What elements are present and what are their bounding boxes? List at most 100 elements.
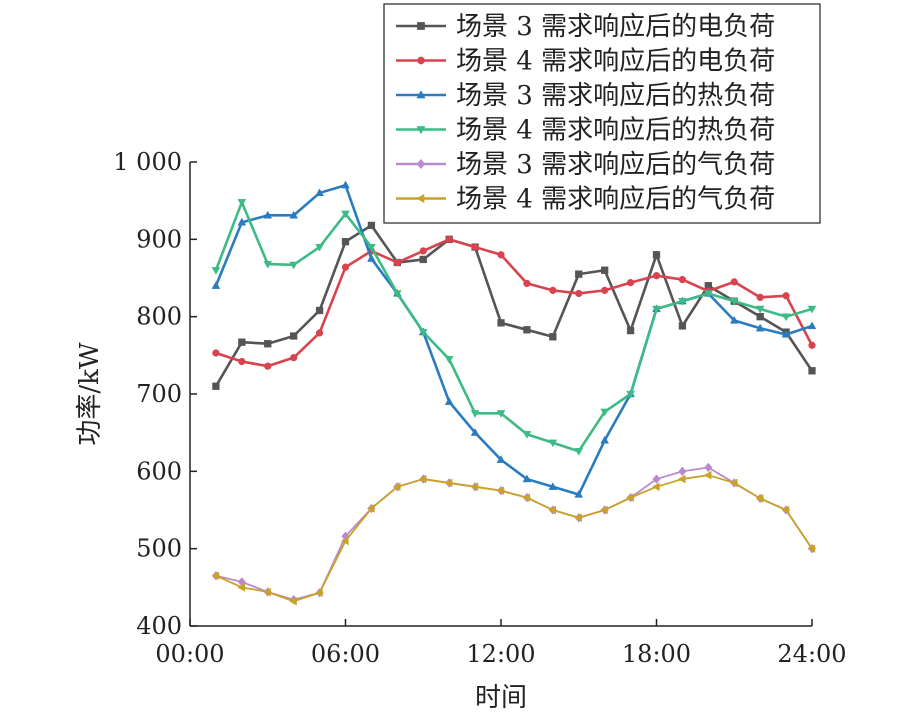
series-3-point-1 [211,281,221,289]
series-6-point-3 [263,587,271,597]
x-axis-ticks: 00:00 06:00 12:00 18:00 24:00 [155,619,847,668]
series-3-point-14 [548,482,558,490]
series-4-point-9 [418,328,428,337]
series-1-point-5 [315,306,324,315]
series-2-point-2 [238,357,246,366]
series-3-point-12 [496,455,506,463]
y-tick-label-700: 700 [136,380,182,408]
series-6-point-10 [444,478,453,488]
x-tick-label-18: 18:00 [622,640,691,668]
series-6-point-23 [781,505,790,515]
y-axis-ticks: 400 500 600 700 800 900 1 000 [113,148,197,640]
legend-marker-4 [416,126,426,135]
series-3 [211,180,817,498]
series-3-point-13 [522,474,532,483]
series-4-point-8 [392,290,402,299]
y-tick-label-900: 900 [136,225,182,253]
series-6-point-7 [366,504,375,513]
series-6-line [215,474,813,603]
series-6-point-9 [418,474,427,484]
series-4-point-5 [315,243,324,252]
series-6-point-19 [677,474,686,484]
series-1-point-18 [652,251,661,259]
x-tick-label-0: 00:00 [155,640,224,668]
legend-label-5: 场景 3 需求响应后的气负荷 [456,150,775,180]
legend-label-4: 场景 4 需求响应后的热负荷 [456,116,775,146]
series-4-point-13 [522,431,532,439]
series-1-point-16 [601,266,609,274]
series-5 [211,462,817,605]
series-4-point-4 [289,261,299,270]
series-4-point-10 [444,356,454,364]
series-5-point-19 [678,466,687,477]
series-4-point-2 [237,199,247,207]
series-3-point-7 [367,254,376,262]
series-6-point-16 [600,505,608,515]
series-3-point-15 [574,489,584,498]
series-4-point-24 [807,305,817,314]
series-4-point-16 [600,408,610,417]
series-2-point-13 [523,279,531,288]
series-1-point-24 [808,367,816,375]
series-3-point-5 [315,188,324,197]
series-2-point-23 [782,292,790,300]
series-4-point-23 [781,313,791,322]
series-2-point-24 [808,341,816,349]
x-tick-label-24: 24:00 [777,640,846,668]
series-1-point-12 [497,319,505,327]
y-axis-label: 功率/kW [75,342,105,446]
series-1-point-15 [575,270,583,278]
series-3-point-2 [237,217,247,226]
series-5-point-20 [704,462,713,473]
series-2-point-17 [626,278,635,287]
series-4-point-12 [496,410,506,418]
series-4-point-3 [263,260,273,269]
series-3-point-10 [444,397,454,405]
series-2-point-18 [652,272,661,280]
series-6-point-13 [522,493,531,502]
legend-marker-1 [417,22,425,30]
series-2-point-9 [419,247,427,255]
legend-label-1: 场景 3 需求响应后的电负荷 [456,12,775,42]
series-6-point-14 [548,505,556,515]
series-3-point-6 [341,180,350,189]
series-4-point-7 [367,243,376,252]
series-5-line [215,466,813,601]
series-4-point-6 [341,210,350,219]
series-6-point-15 [574,513,582,523]
legend-marker-3 [416,90,426,99]
series-1-point-9 [419,255,427,264]
series-6-point-17 [625,493,634,502]
series-1-point-2 [238,338,246,346]
series-6-point-1 [211,571,220,581]
series-6 [211,470,816,606]
series-6-point-2 [237,582,245,592]
legend-label-6: 场景 4 需求响应后的气负荷 [456,185,775,215]
series-1-point-22 [756,313,764,321]
series-1 [212,221,816,390]
series-3-point-16 [600,435,610,444]
series-2-point-10 [445,235,453,243]
series-2-point-4 [290,354,298,362]
x-tick-label-6: 06:00 [311,640,380,668]
series-4-point-15 [574,448,584,456]
series-3-line [214,183,813,496]
y-tick-label-400: 400 [136,612,182,640]
series-4-point-17 [626,390,635,399]
series-3-point-21 [729,315,739,324]
series-2-point-12 [497,251,505,259]
legend-label-3: 场景 3 需求响应后的热负荷 [456,81,775,111]
series-6-point-22 [755,494,764,503]
series-1-point-13 [523,326,531,334]
legend-marker-6 [416,193,425,204]
series-3-point-24 [807,321,817,330]
series-2-point-21 [730,278,738,286]
series-2-point-5 [315,329,324,337]
series-2-point-6 [341,263,350,271]
series-6-point-20 [703,470,712,480]
legend-marker-5 [416,158,426,170]
series-6-point-4 [289,596,297,606]
x-tick-label-12: 12:00 [466,640,535,668]
series-1-line [214,224,814,387]
